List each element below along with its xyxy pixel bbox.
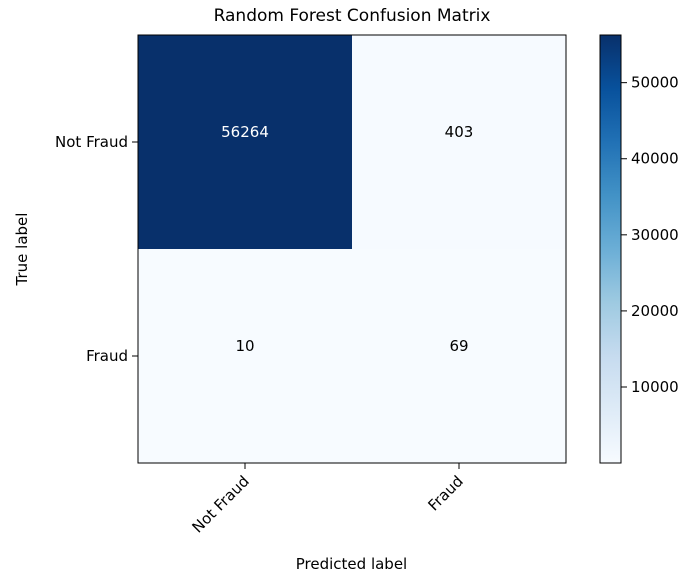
heatmap-cells (138, 35, 566, 463)
x-axis-label: Predicted label (296, 555, 407, 573)
chart-title: Random Forest Confusion Matrix (213, 6, 491, 26)
cell-value-label: 56264 (221, 123, 269, 141)
colorbar-tick-label: 10000 (631, 378, 679, 396)
colorbar-gradient (599, 34, 622, 464)
cell-labels: 56264 403 10 69 (221, 123, 473, 355)
x-tick-label: Not Fraud (188, 472, 252, 536)
cell-value-label: 69 (449, 337, 468, 355)
heatmap-cell (352, 35, 566, 249)
y-axis-label: True label (13, 213, 31, 287)
colorbar-tick-label: 30000 (631, 226, 679, 244)
y-tick-label: Fraud (86, 347, 128, 365)
y-tick-label: Not Fraud (55, 133, 128, 151)
heatmap-cell (352, 249, 566, 463)
cell-value-label: 403 (445, 123, 474, 141)
colorbar-tick-label: 40000 (631, 150, 679, 168)
heatmap-cell (138, 249, 352, 463)
heatmap-cell (138, 35, 352, 249)
x-tick-label: Fraud (424, 472, 466, 514)
colorbar: 10000 20000 30000 40000 50000 (599, 34, 679, 464)
colorbar-tick-label: 20000 (631, 302, 679, 320)
colorbar-tick-label: 50000 (631, 74, 679, 92)
plot-frame (137, 34, 567, 464)
cell-value-label: 10 (235, 337, 254, 355)
